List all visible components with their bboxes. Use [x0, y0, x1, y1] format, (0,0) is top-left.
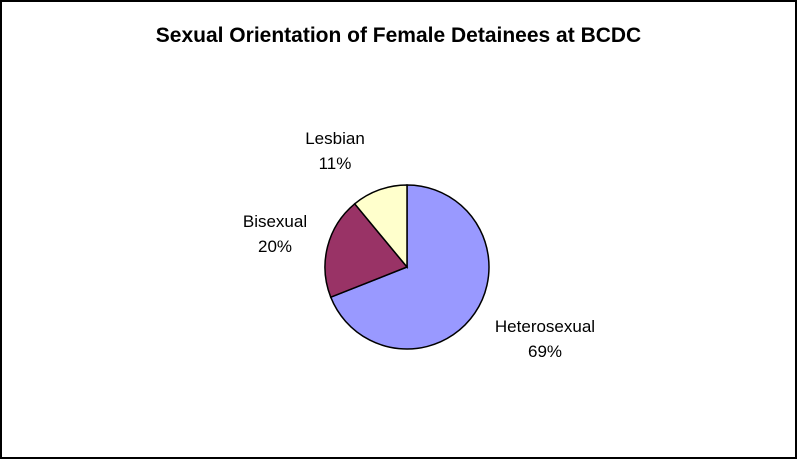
- pie-labels: Heterosexual 69% Bisexual 20% Lesbian 11%: [243, 129, 595, 361]
- slice-label-bisexual: Bisexual: [243, 212, 307, 231]
- pie-slice-bisexual: [324, 202, 409, 299]
- slice-value-heterosexual: 69%: [528, 342, 562, 361]
- slice-value-bisexual: 20%: [258, 237, 292, 256]
- pie-slices: [324, 184, 490, 350]
- pie-slice-lesbian: [353, 184, 408, 270]
- pie-slice-heterosexual: [329, 184, 490, 350]
- chart-title: Sexual Orientation of Female Detainees a…: [155, 24, 642, 47]
- slice-label-lesbian: Lesbian: [305, 129, 365, 148]
- slice-label-heterosexual: Heterosexual: [495, 317, 595, 336]
- slice-value-lesbian: 11%: [319, 154, 352, 173]
